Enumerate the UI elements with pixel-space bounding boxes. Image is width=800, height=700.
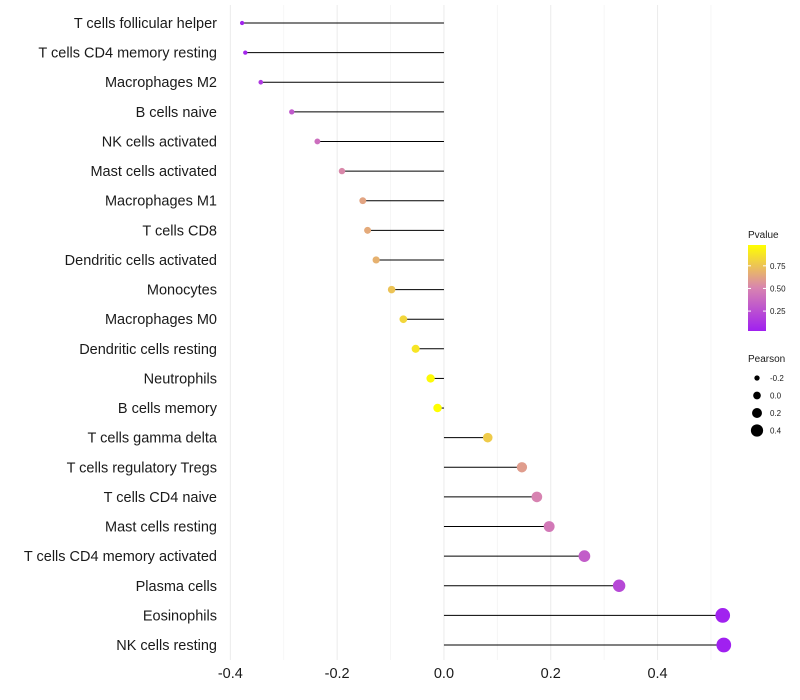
- category-label: Dendritic cells resting: [79, 342, 217, 358]
- x-tick-label: 0.2: [541, 666, 561, 682]
- pearson-legend: Pearson -0.2 0.0 0.2 0.4: [748, 354, 785, 437]
- gridlines: [229, 5, 712, 660]
- lollipop-dot: [364, 226, 372, 234]
- pearson-legend-title: Pearson: [748, 354, 785, 365]
- lollipop-dot: [314, 138, 321, 145]
- pearson-legend-label: 0.0: [770, 392, 782, 401]
- pearson-legend-dot: [753, 391, 761, 400]
- category-label: Macrophages M1: [105, 194, 217, 210]
- category-label: Plasma cells: [136, 579, 217, 595]
- category-label: T cells CD4 memory resting: [38, 46, 217, 62]
- category-label: NK cells activated: [102, 134, 217, 150]
- x-tick-label: -0.2: [325, 666, 350, 682]
- lollipop-dot: [387, 285, 396, 294]
- category-label: NK cells resting: [116, 638, 217, 654]
- pvalue-legend-title: Pvalue: [748, 230, 779, 241]
- category-label: B cells naive: [136, 105, 217, 121]
- lollipop-dot: [426, 374, 435, 383]
- lollipop-dot: [516, 462, 528, 473]
- lollipop-dot: [411, 344, 420, 353]
- pearson-legend-label: 0.4: [770, 427, 782, 436]
- lollipop-dot: [258, 79, 264, 85]
- category-label: T cells CD4 memory activated: [24, 549, 217, 565]
- pearson-legend-dot: [752, 408, 762, 418]
- category-label: Macrophages M0: [105, 312, 217, 328]
- lollipop-dot: [372, 256, 380, 264]
- x-tick-label: 0.0: [434, 666, 454, 682]
- lollipop-dot: [433, 403, 442, 413]
- lollipop-dot: [612, 579, 626, 592]
- pearson-legend-dot: [754, 375, 760, 381]
- pearson-legend-dot: [750, 424, 764, 437]
- lollipop-dot: [716, 637, 732, 653]
- category-label: B cells memory: [118, 401, 218, 417]
- x-tick-label: 0.4: [647, 666, 667, 682]
- lollipop-dot: [289, 109, 295, 115]
- pearson-legend-label: 0.2: [770, 409, 782, 418]
- pvalue-legend-tick-label: 0.25: [770, 307, 786, 316]
- stems: [242, 22, 724, 646]
- category-label: Eosinophils: [143, 608, 217, 624]
- lollipop-dot: [338, 167, 346, 175]
- category-label: T cells CD8: [142, 223, 217, 239]
- pvalue-legend-tick-label: 0.50: [770, 284, 786, 293]
- pvalue-legend-ticks: 0.25 0.50 0.75: [748, 262, 786, 316]
- category-label: T cells gamma delta: [88, 431, 218, 447]
- lollipop-dot: [543, 521, 555, 532]
- category-label: T cells CD4 naive: [104, 490, 217, 506]
- category-label: Dendritic cells activated: [65, 253, 217, 269]
- lollipop-dot: [399, 315, 408, 324]
- lollipop-dot: [578, 550, 591, 562]
- lollipop-dot: [715, 608, 731, 623]
- category-label: T cells follicular helper: [74, 16, 217, 32]
- category-labels: T cells follicular helper T cells CD4 mem…: [24, 16, 218, 654]
- dots: [239, 20, 732, 653]
- category-label: Monocytes: [147, 283, 217, 299]
- lollipop-dot: [239, 20, 245, 26]
- x-axis-tick-labels: -0.4 -0.2 0.0 0.2 0.4: [218, 666, 668, 682]
- category-label: T cells regulatory Tregs: [67, 460, 217, 476]
- pvalue-legend: Pvalue 0.25 0.50 0.75: [748, 230, 786, 331]
- lollipop-dot: [531, 491, 543, 503]
- pvalue-legend-tick-label: 0.75: [770, 262, 786, 271]
- category-label: Mast cells activated: [90, 164, 217, 180]
- lollipop-dot: [359, 197, 367, 205]
- lollipop-dot: [243, 50, 248, 55]
- x-tick-label: -0.4: [218, 666, 243, 682]
- category-label: Neutrophils: [144, 371, 217, 387]
- category-label: Macrophages M2: [105, 75, 217, 91]
- pearson-legend-items: -0.2 0.0 0.2 0.4: [750, 374, 784, 437]
- pearson-legend-label: -0.2: [770, 374, 784, 383]
- lollipop-dot: [482, 432, 493, 443]
- category-label: Mast cells resting: [105, 520, 217, 536]
- pvalue-colorbar: [748, 245, 766, 331]
